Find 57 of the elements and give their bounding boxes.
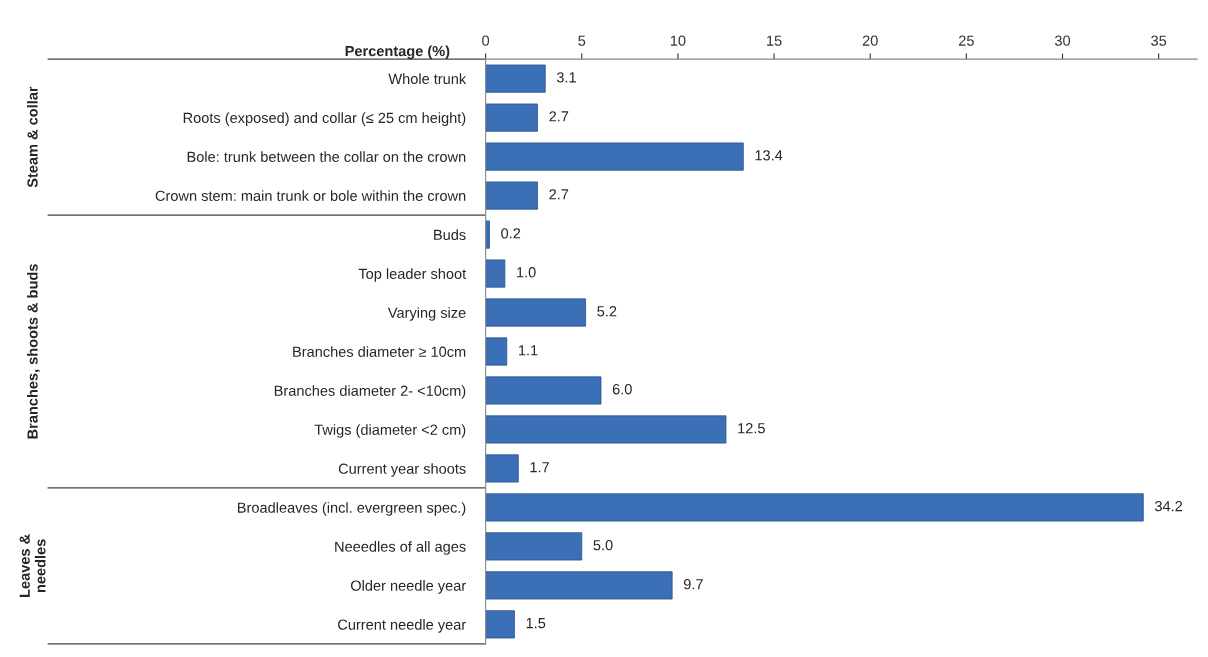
data-label: 1.5 xyxy=(526,618,546,629)
bar xyxy=(485,376,602,405)
bar xyxy=(485,571,673,600)
data-label: 13.4 xyxy=(755,150,783,161)
y-tick-label: Varying size xyxy=(387,307,466,321)
bar xyxy=(485,220,490,249)
data-label: 5.2 xyxy=(597,306,617,317)
bar xyxy=(485,493,1144,522)
x-tick-label: 20 xyxy=(862,35,878,46)
text: Steam & collar xyxy=(27,86,38,188)
bar xyxy=(485,298,587,327)
bar xyxy=(485,415,727,444)
x-tick-label: 25 xyxy=(958,35,974,46)
data-label: 1.1 xyxy=(518,345,538,356)
y-tick-label: Current year shoots xyxy=(338,463,466,477)
bar xyxy=(485,103,538,132)
x-axis-title: Percentage (%) xyxy=(345,45,450,60)
x-tick-label: 30 xyxy=(1054,35,1071,46)
y-tick-label: Roots (exposed) and collar (≤ 25 cm height) xyxy=(183,112,466,126)
x-tick-label: 10 xyxy=(670,35,686,46)
data-label: 5.0 xyxy=(593,539,613,551)
y-tick-label: Branches diameter 2- <10cm) xyxy=(274,385,466,399)
y-tick-label: Branches diameter ≥ 10cm xyxy=(293,346,466,357)
bar xyxy=(485,259,506,288)
bar xyxy=(485,610,515,639)
x-tick-label: 5 xyxy=(578,35,586,46)
y-tick-label: Whole trunk xyxy=(388,73,467,85)
text: Branches, shoots & buds xyxy=(27,264,40,439)
bar xyxy=(485,337,508,366)
data-label: 1.7 xyxy=(530,462,549,473)
y-tick-label: Top leader shoot xyxy=(358,268,467,282)
data-label: 0.2 xyxy=(501,228,521,239)
bar xyxy=(485,181,538,210)
data-label: 2.7 xyxy=(549,189,569,200)
data-label: 2.7 xyxy=(549,111,569,122)
y-tick-label: Crown stem: main trunk or bole within the crown xyxy=(155,190,466,201)
y-tick-label: Twigs (diameter <2 cm) xyxy=(314,424,466,438)
y-tick-label: Broadleaves (incl. evergreen spec.) xyxy=(237,502,466,516)
bar xyxy=(485,454,519,483)
data-label: 3.1 xyxy=(556,72,576,83)
y-tick-label: Current needle year xyxy=(338,619,466,633)
bar xyxy=(485,532,583,561)
data-label: 9.7 xyxy=(683,578,703,590)
y-tick-label: Buds xyxy=(434,229,466,240)
bar xyxy=(485,142,744,171)
y-tick-label: Neeedles of all ages xyxy=(335,541,466,555)
x-tick-label: 15 xyxy=(767,35,782,46)
text: Leaves & needles xyxy=(19,534,46,597)
x-tick-label: 0 xyxy=(482,35,490,46)
y-tick-label: Bole: trunk between the collar on the crown xyxy=(187,151,466,163)
data-label: 34.2 xyxy=(1154,501,1183,512)
x-tick-label: 35 xyxy=(1151,35,1167,46)
bar xyxy=(485,64,546,93)
data-label: 1.0 xyxy=(517,267,536,278)
data-label: 6.0 xyxy=(612,384,632,395)
data-label: 12.5 xyxy=(738,423,765,434)
y-tick-label: Older needle year xyxy=(350,580,466,594)
